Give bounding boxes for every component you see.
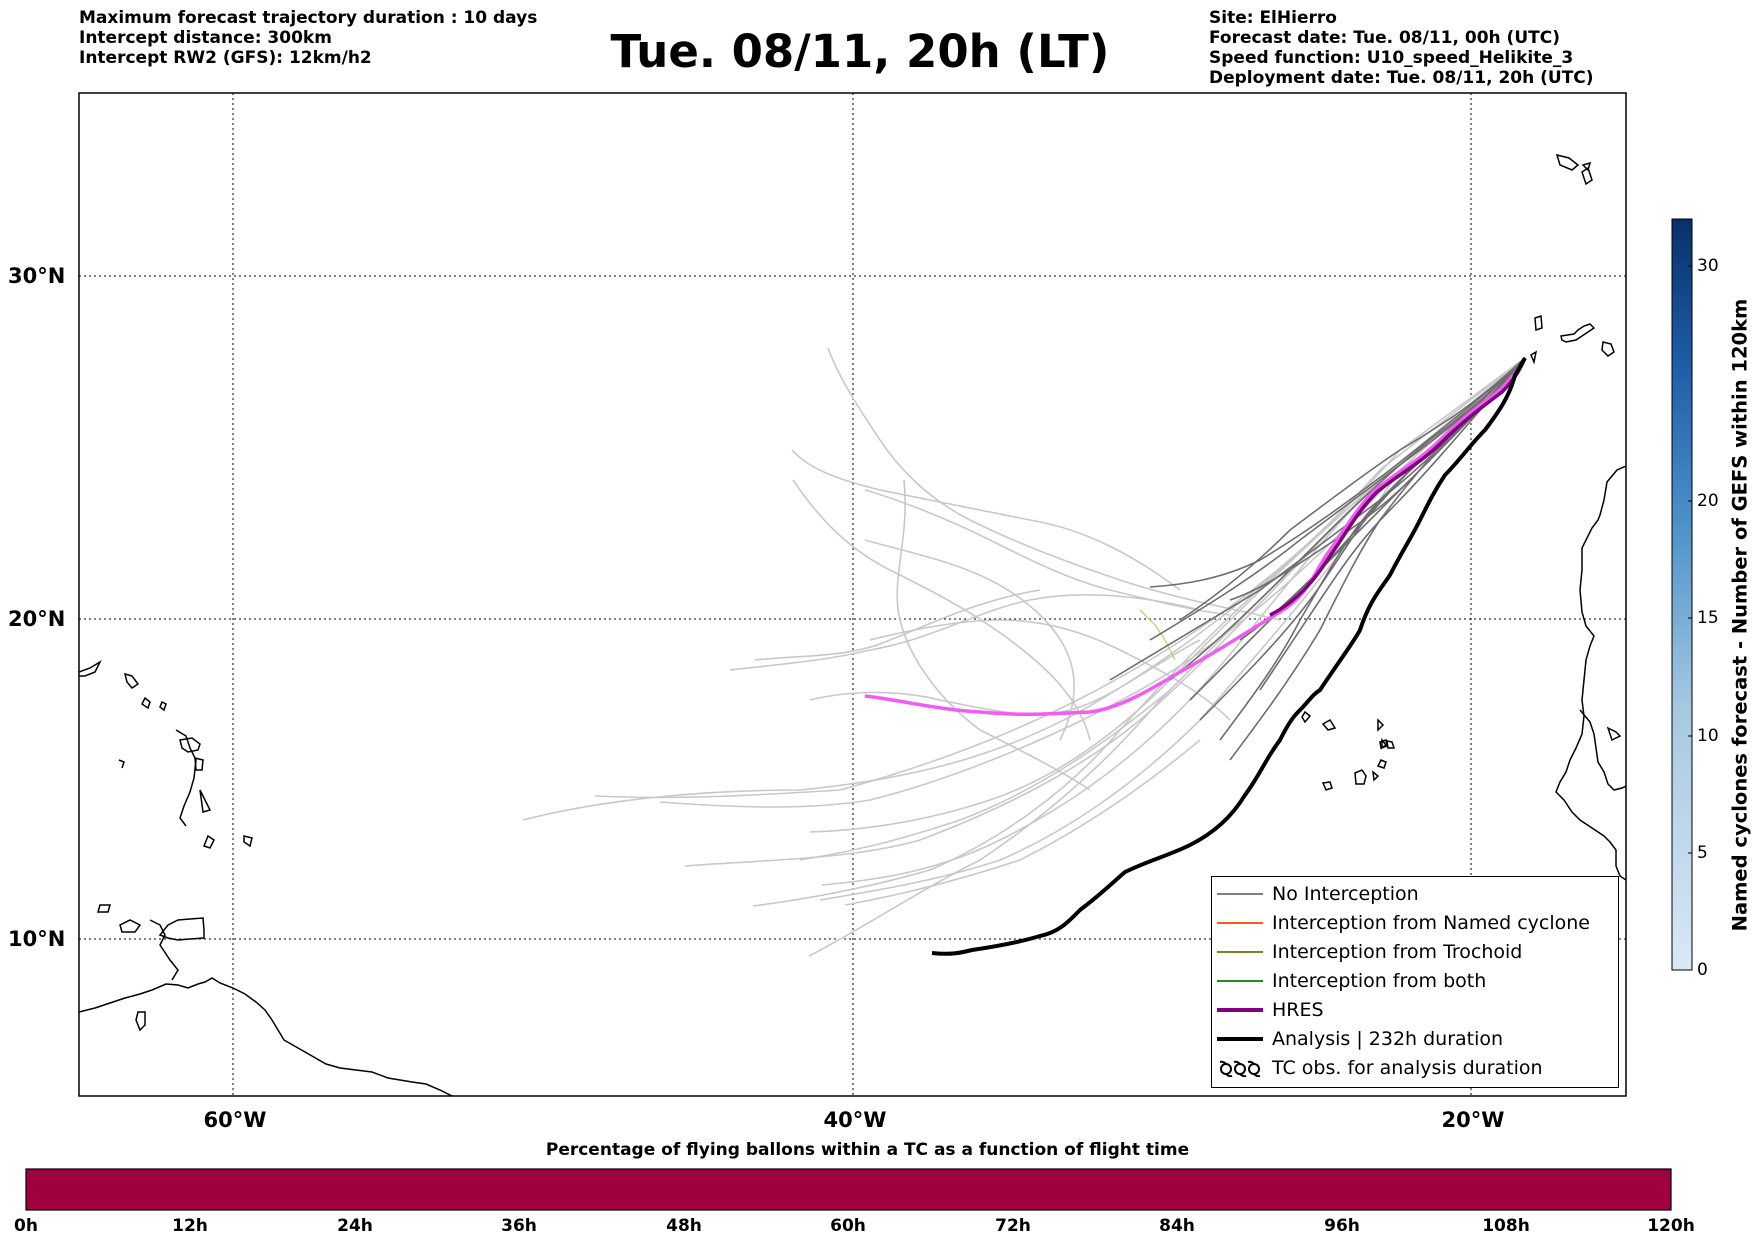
page-title: Tue. 08/11, 20h (LT): [610, 25, 1110, 78]
flight-time-tick: 96h: [1324, 1216, 1360, 1236]
tc-obs-icon: [1219, 1060, 1261, 1077]
lat-label: 10°N: [8, 927, 66, 951]
header-right-line: Forecast date: Tue. 08/11, 00h (UTC): [1209, 28, 1560, 48]
legend-label: Analysis | 232h duration: [1272, 1027, 1504, 1050]
legend: No Interception Interception from Named …: [1211, 876, 1619, 1088]
colorbar-tick: 0: [1697, 960, 1708, 980]
lat-label: 20°N: [8, 607, 66, 631]
colorbar-title: Named cyclones forecast - Number of GEFS…: [1728, 298, 1752, 932]
legend-label: HRES: [1272, 998, 1324, 1021]
flight-time-tick: 0h: [14, 1216, 38, 1236]
colorbar-tick: 20: [1697, 491, 1719, 511]
legend-label: No Interception: [1272, 882, 1419, 905]
legend-label: Interception from Trochoid: [1272, 940, 1523, 963]
header-left: Maximum forecast trajectory duration : 1…: [79, 8, 537, 68]
flight-time-tick: 36h: [501, 1216, 537, 1236]
header-left-line: Intercept RW2 (GFS): 12km/h2: [79, 48, 372, 68]
header-left-line: Maximum forecast trajectory duration : 1…: [79, 8, 538, 28]
legend-label: Interception from Named cyclone: [1272, 911, 1590, 934]
colorbar-tick: 15: [1697, 608, 1719, 628]
bottom-colorbar-title: Percentage of flying ballons within a TC…: [545, 1140, 1190, 1160]
lon-label: 60°W: [203, 1108, 267, 1132]
header-right-line: Speed function: U10_speed_Helikite_3: [1209, 48, 1574, 68]
trochoid-interception-track: [1139, 609, 1176, 661]
colorbar-tick: 30: [1697, 256, 1719, 276]
flight-time-tick: 60h: [830, 1216, 866, 1236]
bottom-colorbar: [25, 1168, 1672, 1211]
flight-time-tick: 72h: [995, 1216, 1031, 1236]
header-left-line: Intercept distance: 300km: [79, 28, 332, 48]
lon-label: 40°W: [823, 1108, 887, 1132]
coastline: [79, 153, 1626, 1096]
flight-time-tick: 120h: [1647, 1216, 1695, 1236]
map-frame: [78, 92, 1627, 1097]
header-right: Site: ElHierro Forecast date: Tue. 08/11…: [1209, 8, 1594, 88]
lat-label: 30°N: [8, 264, 66, 288]
light-trajectories: [522, 347, 1526, 957]
analysis-track: [931, 356, 1527, 956]
header-right-line: Site: ElHierro: [1209, 8, 1337, 28]
lon-label: 20°W: [1441, 1108, 1505, 1132]
legend-label: Interception from both: [1272, 969, 1487, 992]
header-right-line: Deployment date: Tue. 08/11, 20h (UTC): [1209, 68, 1594, 88]
colorbar-tick: 10: [1697, 726, 1719, 746]
flight-time-tick: 24h: [337, 1216, 373, 1236]
flight-time-tick: 108h: [1482, 1216, 1530, 1236]
flight-time-tick: 12h: [172, 1216, 208, 1236]
flight-time-tick: 84h: [1159, 1216, 1195, 1236]
colorbar-tick: 5: [1697, 843, 1708, 863]
hres-track: [864, 356, 1527, 717]
legend-label: TC obs. for analysis duration: [1272, 1056, 1543, 1079]
right-colorbar: [1671, 218, 1693, 971]
flight-time-tick: 48h: [666, 1216, 702, 1236]
hres-track-end: [1269, 357, 1527, 617]
